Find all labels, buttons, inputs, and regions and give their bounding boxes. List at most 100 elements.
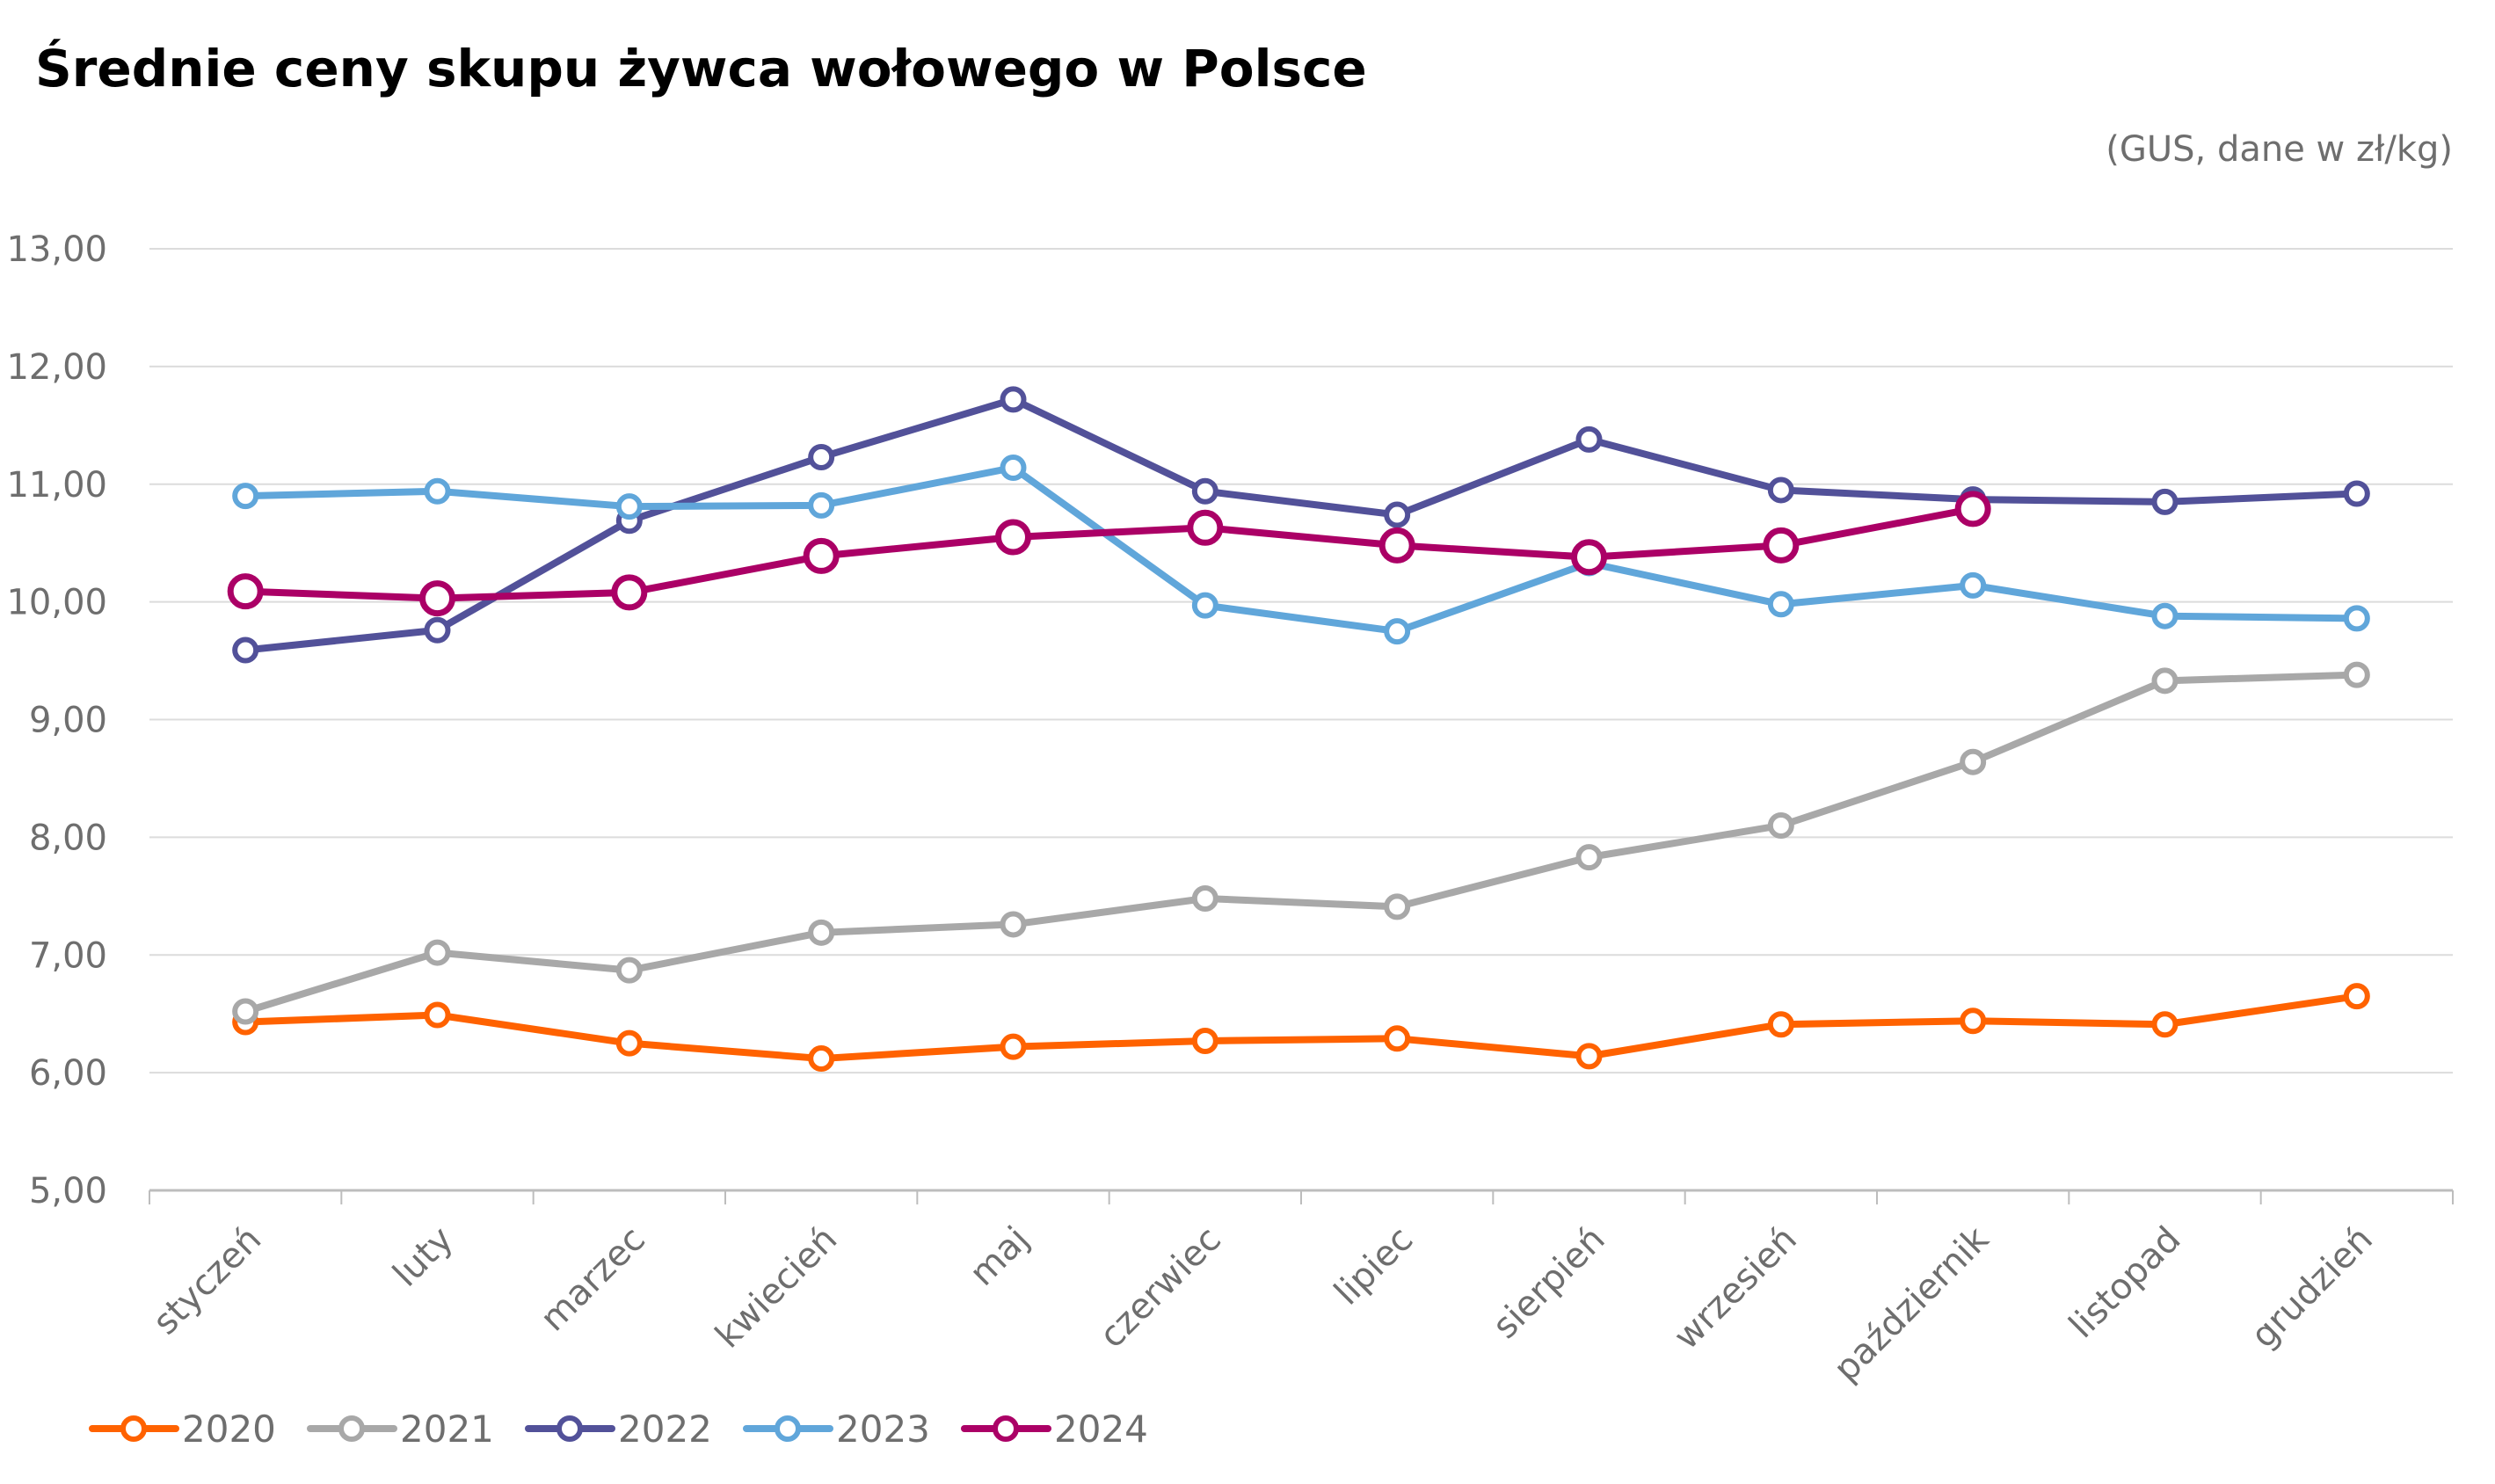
chart-subtitle: (GUS, dane w zł/kg) [2106,129,2453,170]
legend-item-2023: 2023 [743,1408,930,1451]
x-tick-label: marzec [533,1219,653,1340]
legend-marker [338,1415,365,1442]
y-tick-label: 9,00 [29,701,107,741]
data-point [808,1045,835,1073]
data-point [1575,844,1603,871]
series-line-2023 [242,464,2360,636]
data-point [615,493,643,520]
x-tick-label: maj [962,1219,1037,1294]
series-line-2020 [242,993,2360,1063]
x-tick-label: wrzesień [1666,1219,1804,1357]
data-point [615,957,643,984]
y-tick-label: 13,00 [6,229,107,270]
legend-item-2024: 2024 [961,1408,1148,1451]
data-point [1575,1043,1603,1070]
data-point [808,443,835,470]
data-point [2151,488,2179,515]
series-line-2022 [242,396,2360,654]
data-point [1575,426,1603,453]
data-point [1000,386,1027,413]
data-point [1191,884,1218,912]
legend-marker [993,1415,1019,1442]
data-point [424,477,451,505]
data-point [1000,911,1027,938]
x-tick-label: styczeń [145,1219,269,1343]
data-point [1384,893,1411,920]
series-2024 [227,491,1991,617]
legend-label: 2024 [1054,1408,1148,1451]
data-point [995,519,1031,556]
legend-label: 2022 [618,1408,712,1451]
data-point [232,998,259,1025]
data-point [424,616,451,644]
y-tick-label: 12,00 [6,347,107,388]
x-tick-label: kwiecień [708,1219,845,1357]
data-point [1960,748,1987,775]
legend-item-2022: 2022 [525,1408,712,1451]
data-point [1571,539,1607,576]
data-point [803,537,840,574]
legend-label: 2023 [836,1408,930,1451]
data-point [1954,491,1991,527]
legend-label: 2020 [182,1408,276,1451]
y-axis: 5,00 6,00 7,00 8,00 9,00 10,00 11,00 12,00 13,00 [6,229,107,1211]
legend-label: 2021 [400,1408,494,1451]
data-point [1384,1025,1411,1052]
data-point [2151,1011,2179,1038]
data-point [1191,477,1218,505]
data-point [424,939,451,966]
legend-marker [556,1415,583,1442]
data-point [2151,602,2179,629]
data-point [1767,811,1794,839]
data-point [808,491,835,519]
data-point [232,637,259,664]
x-tick-label: czerwiec [1092,1219,1229,1357]
data-point [2343,983,2370,1010]
x-tick-label: grudzień [2244,1219,2381,1357]
data-point [1767,1011,1794,1038]
data-point [611,574,648,611]
data-point [1191,1027,1218,1054]
data-point [1384,618,1411,645]
y-tick-label: 6,00 [29,1053,107,1094]
x-tick-label: sierpień [1485,1219,1612,1347]
y-tick-label: 10,00 [6,583,107,623]
chart-title: Średnie ceny skupu żywca wołowego w Pols… [35,38,1367,98]
x-tick-label: luty [385,1219,461,1295]
series-line-2021 [242,671,2360,1015]
data-point [2343,605,2370,632]
x-tick-label: październik [1826,1218,1997,1390]
x-axis: styczeń luty marzec kwiecień maj czerwiec lipi… [145,1190,2454,1390]
data-point [2343,480,2370,507]
x-tick-label: lipiec [1327,1219,1421,1313]
data-point [2151,667,2179,695]
data-point [1191,592,1218,619]
data-point [227,573,264,610]
data-point [1000,455,1027,482]
data-point [1767,476,1794,504]
y-tick-label: 8,00 [29,818,107,858]
data-point [1960,571,1987,599]
y-tick-label: 5,00 [29,1171,107,1211]
series-2021 [232,661,2370,1025]
data-point [615,1029,643,1057]
legend-marker [120,1415,147,1442]
data-point [1384,501,1411,528]
data-point [1000,1033,1027,1060]
data-point [1187,509,1224,546]
legend-marker [775,1415,801,1442]
data-point [1767,591,1794,618]
series-group [227,386,2370,1073]
legend: 2020 2021 2022 2023 2024 [89,1408,1148,1451]
series-2022 [232,386,2370,664]
data-point [1960,1008,1987,1035]
x-tick-label: listopad [2062,1219,2189,1347]
data-point [232,483,259,510]
data-point [1378,527,1415,564]
data-point [424,1001,451,1029]
data-point [419,580,455,617]
data-point [2343,661,2370,688]
data-point [808,919,835,946]
data-point [1763,527,1800,564]
